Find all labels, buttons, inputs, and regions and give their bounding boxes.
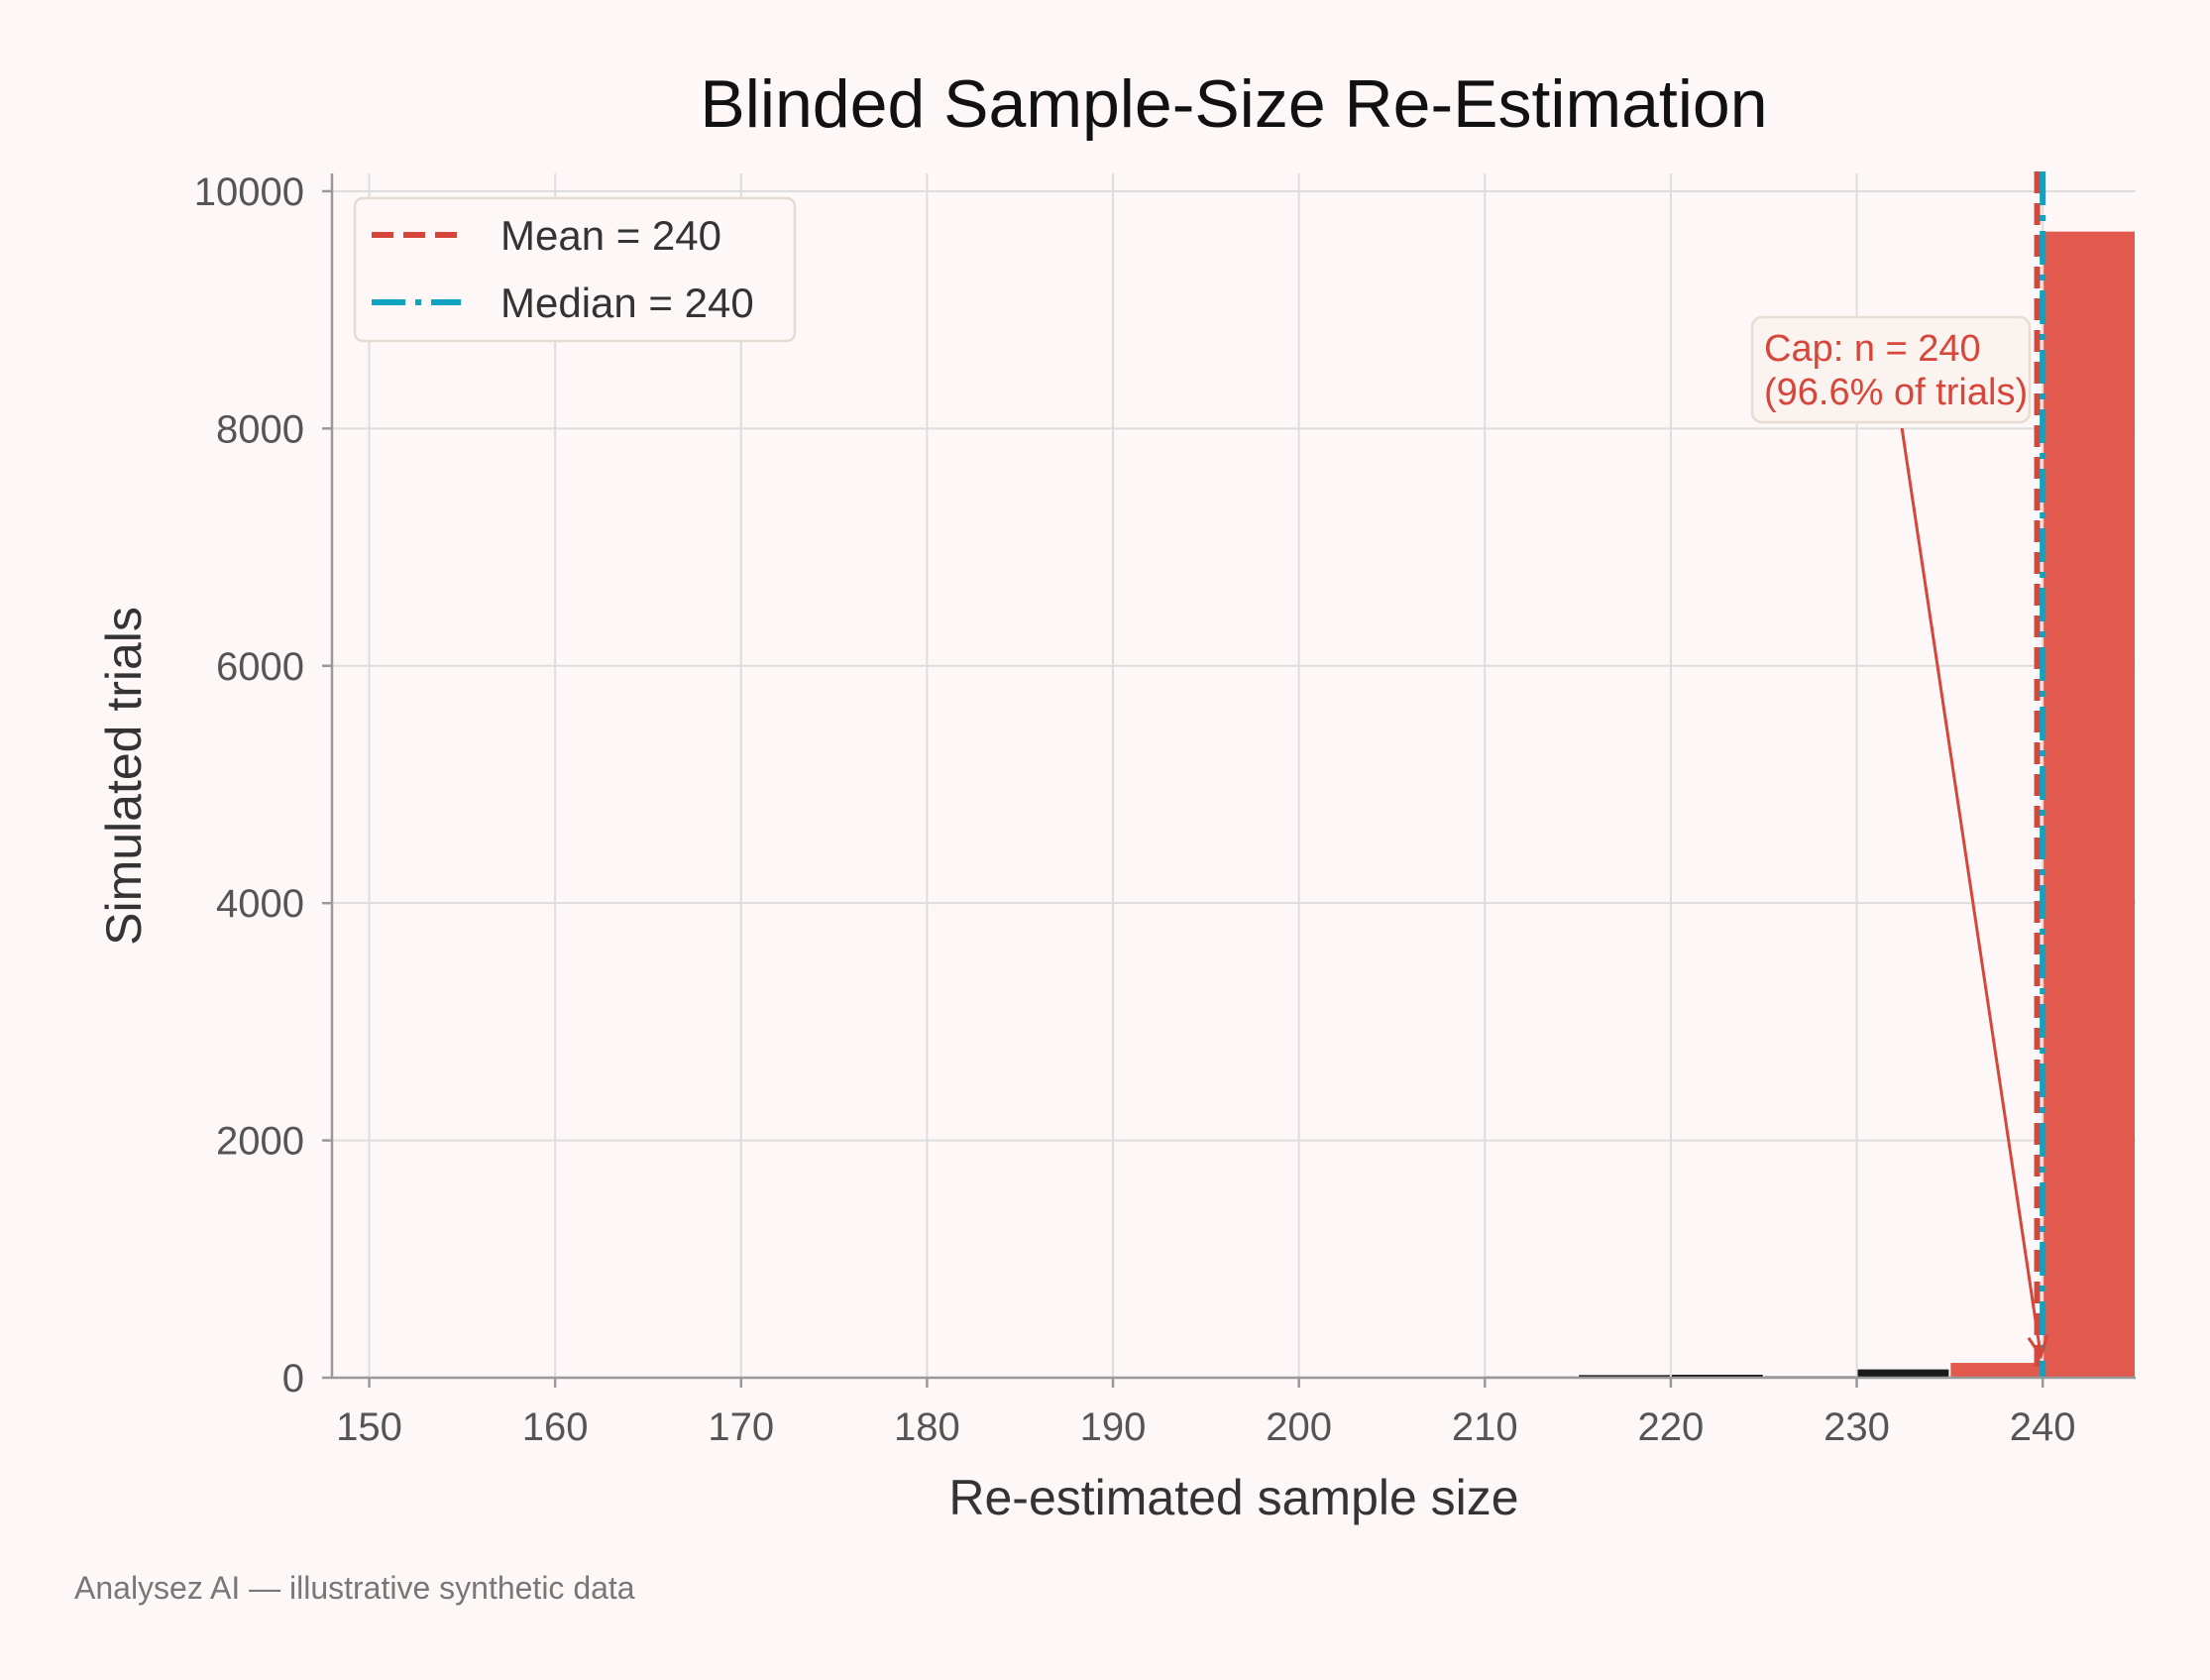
x-tick-label: 200 — [1266, 1405, 1332, 1449]
y-tick-label: 6000 — [216, 645, 304, 689]
x-tick-label: 210 — [1452, 1405, 1518, 1449]
annotation-line-2: (96.6% of trials) — [1764, 372, 2028, 413]
x-axis-label: Re-estimated sample size — [948, 1470, 1518, 1525]
y-tick-label: 10000 — [194, 170, 304, 214]
annotation-line-1: Cap: n = 240 — [1764, 328, 1981, 370]
legend-label-mean: Mean = 240 — [500, 212, 721, 259]
legend: Mean = 240 Median = 240 — [353, 196, 797, 343]
y-tick-label: 8000 — [216, 407, 304, 451]
x-tick-label: 170 — [708, 1405, 774, 1449]
y-axis-label: Simulated trials — [96, 607, 152, 946]
annotation-box — [1750, 315, 2032, 424]
footer-note: Analysez AI — illustrative synthetic dat… — [74, 1570, 635, 1606]
axes — [330, 173, 2136, 1380]
annotation-arrowhead — [2027, 1334, 2049, 1360]
y-tick-label: 2000 — [216, 1120, 304, 1164]
x-tick-label: 180 — [894, 1405, 960, 1449]
histogram-bar — [1950, 1363, 2043, 1378]
y-tick-label: 4000 — [216, 882, 304, 926]
x-tick-label: 240 — [2010, 1405, 2076, 1449]
x-tick-label: 190 — [1080, 1405, 1147, 1449]
histogram-bar — [1857, 1369, 1949, 1378]
histogram-bar — [2044, 231, 2135, 1379]
y-tick-label: 0 — [282, 1357, 304, 1400]
reference-lines — [2034, 171, 2046, 1378]
histogram-bar — [1671, 1375, 1763, 1378]
legend-label-median: Median = 240 — [500, 280, 754, 326]
chart-title: Blinded Sample-Size Re-Estimation — [700, 66, 1767, 142]
x-tick-label: 150 — [336, 1405, 402, 1449]
cap-annotation: Cap: n = 240 (96.6% of trials) — [1750, 315, 2049, 1360]
annotation-arrow — [1900, 427, 2043, 1357]
x-tick-label: 230 — [1823, 1405, 1890, 1449]
x-tick-label: 220 — [1638, 1405, 1705, 1449]
x-tick-label: 160 — [522, 1405, 589, 1449]
histogram-bars — [1206, 231, 2135, 1379]
histogram-bar — [1579, 1375, 1670, 1378]
legend-box — [353, 196, 797, 343]
ticks: 150 160 170 180 190 200 210 220 230 240 0 2000 4000 6… — [194, 170, 2076, 1449]
